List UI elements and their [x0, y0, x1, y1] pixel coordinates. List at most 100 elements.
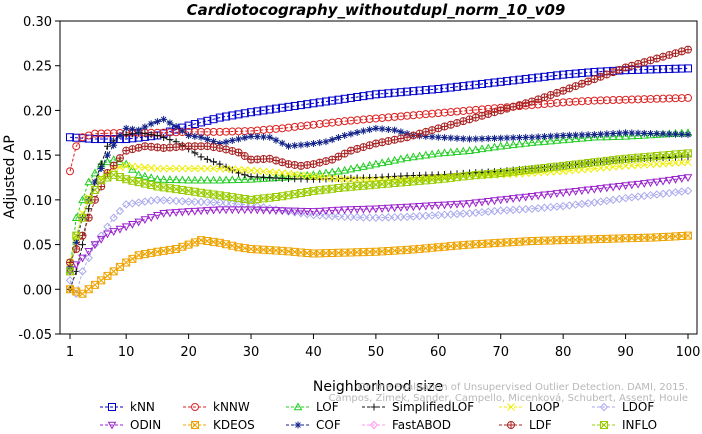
data-point	[602, 184, 612, 193]
legend-label: SimplifiedLOF	[392, 400, 474, 414]
data-point	[190, 164, 199, 173]
data-point	[378, 89, 387, 98]
data-point	[665, 64, 674, 73]
data-point	[627, 193, 637, 202]
data-point	[677, 175, 687, 183]
data-point	[302, 208, 312, 216]
data-point	[90, 168, 100, 177]
x-tick-label: 90	[617, 345, 634, 360]
data-point	[103, 129, 112, 138]
data-point	[571, 69, 580, 78]
y-tick-label: 0.00	[23, 283, 52, 298]
series-line	[69, 235, 689, 295]
data-point	[128, 164, 137, 173]
data-point	[197, 153, 205, 161]
data-point	[215, 164, 224, 173]
data-point	[284, 175, 292, 183]
data-point	[184, 208, 193, 217]
data-point	[278, 169, 287, 177]
data-point	[334, 117, 343, 126]
data-point	[340, 94, 349, 103]
data-point	[165, 196, 175, 205]
data-point	[97, 135, 106, 144]
data-point	[172, 123, 180, 131]
data-point	[502, 140, 512, 149]
data-point	[66, 263, 74, 271]
data-point	[359, 205, 368, 214]
data-point	[477, 198, 487, 207]
data-point	[346, 212, 356, 222]
data-point	[353, 174, 361, 182]
data-point	[122, 162, 131, 170]
data-point	[215, 206, 225, 215]
data-point	[415, 110, 424, 119]
data-point	[109, 161, 118, 170]
x-tick-label: 40	[305, 345, 322, 360]
data-point	[178, 127, 186, 135]
data-point	[540, 191, 549, 200]
data-point	[197, 133, 205, 141]
data-point	[621, 162, 630, 170]
data-point	[359, 213, 368, 222]
data-point	[583, 199, 593, 208]
data-point	[484, 79, 493, 88]
data-point	[533, 192, 543, 201]
series-kdeos	[66, 231, 692, 298]
data-point	[365, 213, 374, 222]
legend-marker	[600, 421, 608, 429]
data-point	[396, 112, 405, 121]
data-point	[284, 169, 293, 178]
data-point	[290, 160, 299, 169]
data-point	[90, 129, 99, 138]
data-point	[547, 132, 555, 140]
data-point	[502, 77, 511, 86]
data-point	[297, 175, 305, 183]
data-point	[415, 151, 424, 160]
data-point	[384, 137, 393, 146]
data-point	[502, 195, 512, 204]
legend-label: LoOP	[529, 400, 560, 414]
data-point	[390, 204, 399, 213]
data-point	[533, 204, 543, 213]
data-point	[390, 135, 399, 144]
x-tick-label: 1	[66, 345, 74, 360]
legend-marker	[191, 421, 199, 429]
data-point	[234, 175, 243, 183]
series-line	[69, 161, 689, 263]
data-point	[247, 173, 255, 181]
data-point	[634, 95, 643, 104]
data-point	[465, 146, 474, 154]
data-point	[215, 198, 225, 207]
data-point	[340, 212, 349, 222]
data-point	[665, 130, 673, 138]
data-point	[377, 205, 387, 213]
data-point	[584, 131, 592, 139]
data-point	[303, 140, 311, 148]
legend-marker	[293, 402, 303, 411]
series-line	[69, 132, 689, 270]
data-point	[540, 203, 549, 212]
data-point	[241, 171, 249, 179]
data-point	[621, 182, 630, 191]
data-point	[197, 164, 205, 173]
data-point	[347, 175, 355, 184]
data-point	[371, 139, 380, 148]
data-point	[341, 174, 349, 182]
data-point	[303, 172, 312, 180]
data-point	[671, 64, 680, 73]
data-point	[115, 206, 125, 216]
data-point	[190, 120, 199, 129]
series-line	[69, 132, 689, 290]
series-ldf	[66, 45, 692, 267]
data-point	[571, 200, 580, 209]
data-point	[678, 130, 686, 138]
data-point	[397, 128, 405, 136]
data-point	[290, 101, 299, 110]
legend-marker	[108, 403, 116, 411]
data-point	[540, 137, 549, 145]
data-point	[153, 118, 161, 126]
data-point	[90, 241, 100, 250]
data-point	[378, 138, 387, 147]
data-point	[515, 194, 524, 203]
